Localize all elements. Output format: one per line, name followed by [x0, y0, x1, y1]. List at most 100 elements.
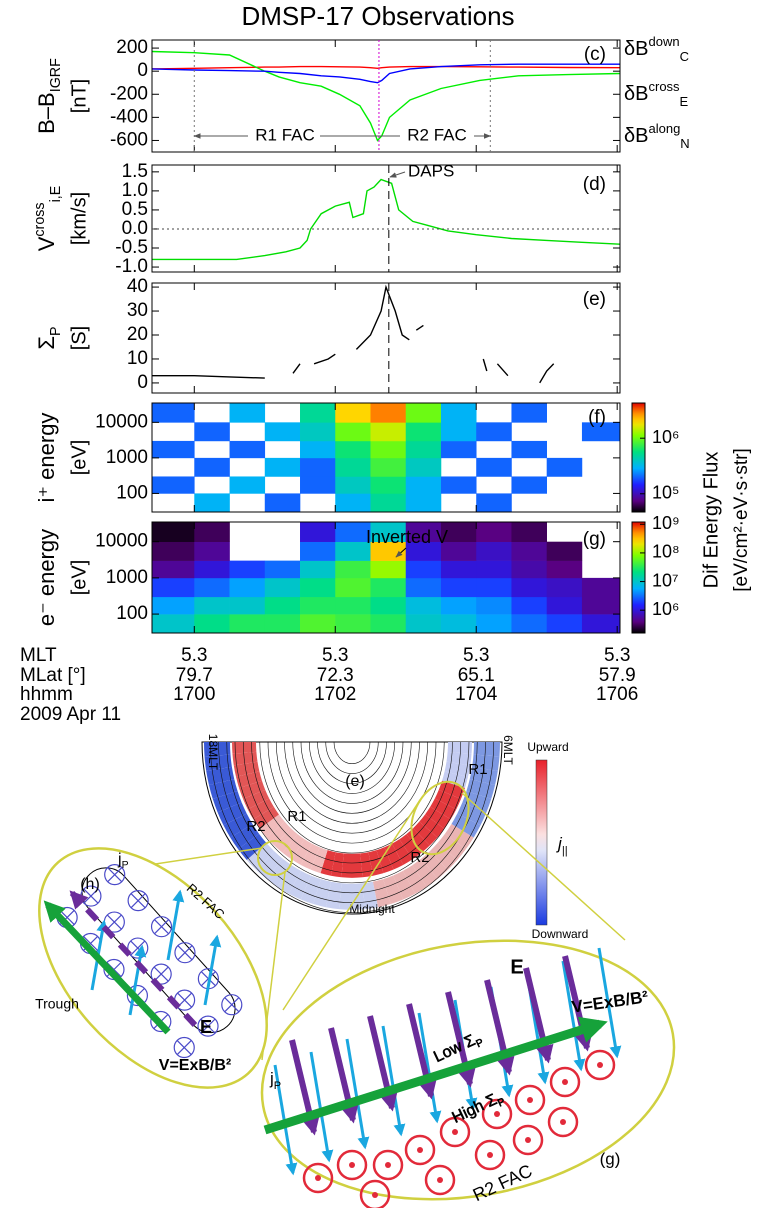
- heatmap-cell: [370, 522, 407, 542]
- heatmap-cell: [229, 614, 266, 634]
- heatmap-cell: [264, 457, 301, 477]
- current-arrow: [203, 934, 222, 1006]
- heatmap-cell: [370, 440, 407, 459]
- heatmap-cell: [335, 541, 371, 561]
- colorbar-label: Downward: [532, 927, 589, 941]
- fac-symbol: [584, 1049, 616, 1081]
- current-band: [320, 850, 336, 876]
- contour: [218, 741, 486, 904]
- current-band: [384, 843, 404, 870]
- current-arrow: [381, 1025, 406, 1137]
- y-tick-label: 20: [127, 324, 148, 345]
- axis-row-value: 79.7: [176, 665, 213, 686]
- heatmap-cell: [300, 522, 336, 542]
- heatmap-cell: [194, 457, 230, 477]
- panel-label: (g): [583, 529, 606, 550]
- fac-symbol: [130, 893, 146, 909]
- colorbar-tick-label: 10⁸: [652, 542, 680, 562]
- inset-label: (h): [80, 876, 100, 893]
- heatmap-cell: [511, 476, 547, 494]
- fac-symbol: [487, 1152, 493, 1158]
- heatmap-cell: [194, 577, 230, 598]
- heatmap-cell: [476, 560, 512, 579]
- y-axis-unit: [eV]: [68, 560, 90, 596]
- current-band: [256, 851, 283, 879]
- heatmap-cell: [264, 596, 301, 615]
- current-band: [372, 879, 391, 908]
- legend-label-part: N: [680, 136, 689, 151]
- legend-label-part: C: [680, 49, 689, 64]
- current-band: [444, 761, 471, 777]
- heatmap-cell: [300, 476, 336, 494]
- current-band: [330, 852, 344, 878]
- heatmap-cell: [335, 577, 371, 598]
- current-band: [412, 858, 438, 887]
- fac-symbol: [150, 916, 173, 938]
- heatmap-cell: [264, 577, 301, 598]
- y-tick-label: 10000: [95, 411, 148, 432]
- axis-row-label: hhmm: [20, 684, 73, 705]
- current-band: [402, 865, 427, 894]
- heatmap-cell: [152, 560, 195, 579]
- heatmap-cell: [264, 493, 301, 513]
- mlt-label: 18MLT: [206, 734, 220, 771]
- current-arrow: [345, 1038, 370, 1150]
- contour: [275, 741, 429, 834]
- axis-row-value: 5.3: [604, 645, 630, 666]
- heatmap-cell: [581, 614, 621, 634]
- fac-symbol: [512, 1124, 544, 1156]
- heatmap-cell: [405, 560, 442, 579]
- heatmap-cell: [440, 440, 477, 459]
- heatmap-cell: [440, 560, 477, 579]
- legend-label-part: E: [680, 94, 689, 109]
- fac-symbol: [359, 1179, 391, 1208]
- fac-symbol: [197, 1015, 219, 1037]
- current-band: [419, 814, 445, 838]
- heatmap-cell: [511, 614, 547, 634]
- legend-label-part: down: [648, 34, 679, 49]
- heatmap-cell: [194, 596, 230, 615]
- y-tick-label: -200: [110, 83, 148, 104]
- contour: [209, 741, 495, 913]
- contour: [267, 741, 437, 844]
- heatmap-cell: [335, 493, 371, 513]
- fac-symbol: [153, 966, 169, 982]
- heatmap-cell: [370, 560, 407, 579]
- fac-symbol: [525, 1137, 531, 1143]
- heatmap-cell: [405, 476, 442, 494]
- y-axis-label-part: Σ: [34, 336, 59, 350]
- contour: [317, 741, 387, 784]
- fac-symbol: [514, 1084, 546, 1116]
- current-band: [438, 780, 465, 799]
- fac-symbol: [173, 1036, 195, 1059]
- heatmap-cell: [581, 577, 621, 598]
- colorbar-title: Dif Energy Flux: [700, 452, 722, 589]
- region-label: R1: [287, 808, 306, 825]
- current-band: [382, 875, 404, 904]
- contour: [259, 741, 445, 854]
- current-band: [442, 771, 469, 788]
- heatmap-cell: [152, 476, 195, 494]
- heatmap-cell: [370, 493, 407, 513]
- efield-label: E: [200, 1017, 212, 1037]
- heatmap-cell: [370, 422, 407, 442]
- heatmap-cell: [194, 522, 230, 542]
- axis-row-value: 65.1: [458, 665, 495, 686]
- current-label-part: j: [117, 851, 122, 868]
- current-band: [430, 798, 457, 820]
- heatmap-cell: [229, 596, 266, 615]
- y-tick-label: 0.0: [122, 218, 148, 239]
- y-axis-label: i⁺ energy: [34, 413, 59, 503]
- current-band: [208, 778, 238, 799]
- current-band: [259, 814, 285, 838]
- heatmap-cell: [152, 614, 195, 634]
- current-band: [473, 741, 500, 757]
- current-band: [247, 798, 274, 820]
- heatmap-cell: [476, 596, 512, 615]
- fac-symbol: [174, 942, 196, 964]
- y-axis-label-part: IGRF: [48, 58, 64, 92]
- zoom-circle: [257, 840, 293, 876]
- y-tick-label: -0.5: [115, 237, 148, 258]
- y-tick-label: 0.5: [122, 199, 148, 220]
- current-band: [462, 790, 492, 813]
